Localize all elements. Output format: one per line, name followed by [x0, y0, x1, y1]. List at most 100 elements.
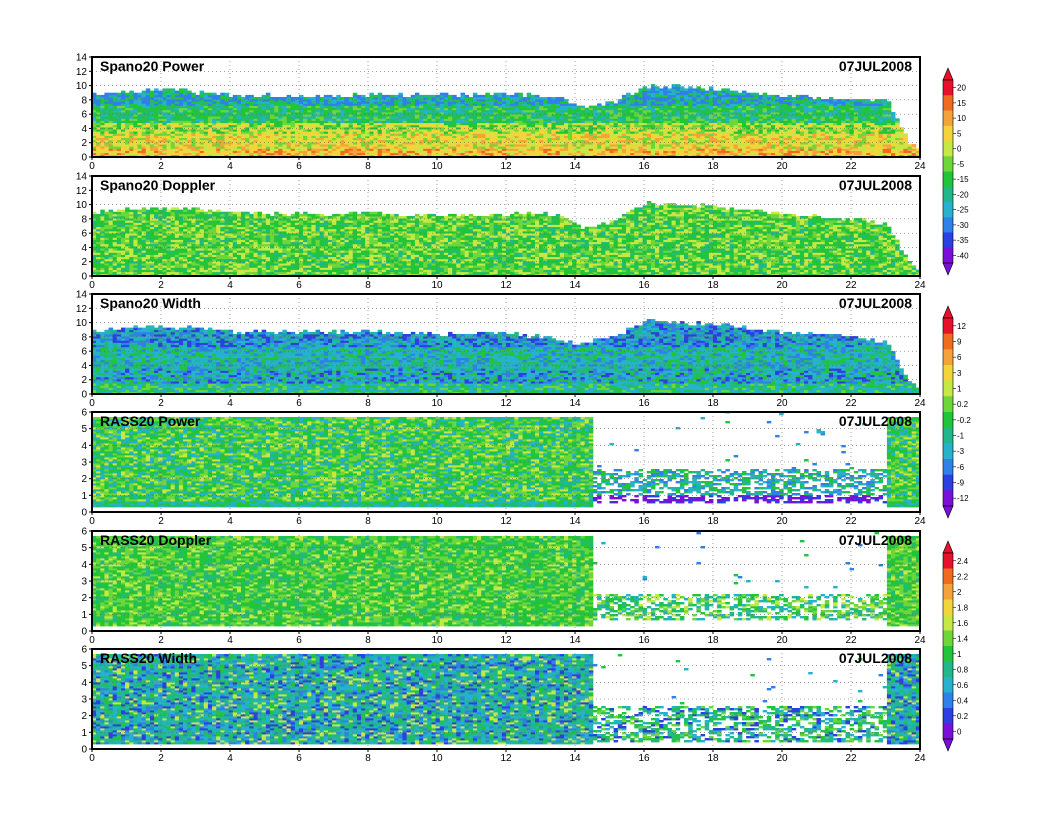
heatmap-cell [290, 135, 296, 139]
heatmap-cell [452, 131, 457, 134]
heatmap-cell [423, 107, 428, 111]
heatmap-cell [779, 107, 784, 111]
heatmap-cell [539, 120, 544, 124]
heatmap-cell [344, 139, 349, 143]
heatmap-cell [265, 109, 271, 113]
heatmap-cell [344, 103, 349, 106]
heatmap-cell [597, 139, 602, 143]
heatmap-cell [100, 148, 105, 151]
heatmap-cell [183, 122, 188, 126]
heatmap-cell [452, 120, 457, 124]
heatmap-cell [236, 148, 242, 151]
heatmap-cell [228, 139, 234, 143]
heatmap-cell [92, 146, 97, 149]
heatmap-cell [485, 152, 490, 156]
heatmap-cell [708, 116, 714, 119]
heatmap-cell [497, 154, 503, 157]
heatmap-cell [646, 129, 652, 132]
heatmap-cell [419, 94, 424, 98]
heatmap-cell [766, 94, 772, 98]
heatmap-cell [402, 116, 407, 119]
heatmap-cell [713, 90, 718, 94]
heatmap-cell [456, 112, 461, 115]
heatmap-cell [588, 112, 594, 115]
heatmap-cell [402, 133, 407, 136]
heatmap-cell [671, 146, 677, 149]
heatmap-cell [278, 99, 283, 102]
heatmap-cell [166, 142, 171, 145]
heatmap-cell [257, 105, 263, 109]
heatmap-cell [183, 92, 188, 96]
heatmap-cell [207, 114, 213, 117]
heatmap-cell [170, 154, 176, 157]
heatmap-cell [472, 152, 478, 156]
heatmap-cell [328, 154, 333, 157]
heatmap-cell [116, 144, 122, 147]
heatmap-cell [315, 148, 321, 151]
heatmap-cell [696, 92, 701, 96]
heatmap-cell [92, 133, 97, 136]
heatmap-cell [543, 142, 548, 145]
heatmap-cell [766, 152, 772, 156]
heatmap-cell [510, 150, 515, 154]
heatmap-cell [700, 107, 706, 111]
heatmap-cell [708, 148, 714, 151]
heatmap-cell [199, 116, 205, 119]
heatmap-cell [361, 133, 366, 136]
heatmap-cell [646, 118, 652, 121]
heatmap-cell [439, 114, 445, 117]
heatmap-cell [725, 118, 730, 121]
heatmap-cell [323, 107, 329, 111]
heatmap-cell [526, 97, 532, 100]
heatmap-cell [162, 109, 167, 113]
heatmap-cell [178, 114, 184, 117]
heatmap-cell [584, 116, 590, 119]
heatmap-cell [439, 148, 445, 151]
heatmap-cell [530, 135, 536, 139]
heatmap-cell [348, 135, 354, 139]
heatmap-cell [191, 97, 196, 100]
heatmap-cell [373, 127, 378, 130]
heatmap-cell [228, 135, 234, 139]
heatmap-cell [112, 118, 118, 121]
heatmap-cell [584, 127, 590, 130]
heatmap-cell [100, 124, 105, 128]
heatmap-cell [584, 146, 590, 149]
heatmap-cell [104, 137, 109, 141]
heatmap-cell [187, 101, 192, 104]
heatmap-cell [758, 107, 763, 111]
heatmap-cell [506, 142, 511, 145]
heatmap-cell [154, 92, 159, 96]
heatmap-cell [580, 148, 585, 151]
heatmap-cell [439, 122, 445, 126]
heatmap-cell [377, 146, 383, 149]
heatmap-cell [477, 144, 482, 147]
heatmap-cell [742, 114, 747, 117]
heatmap-cell [373, 109, 378, 113]
heatmap-cell [650, 105, 656, 109]
heatmap-cell [381, 112, 387, 115]
heatmap-cell [373, 131, 378, 134]
heatmap-cell [187, 97, 192, 100]
heatmap-cell [307, 154, 312, 157]
heatmap-cell [613, 148, 619, 151]
heatmap-cell [518, 105, 523, 109]
heatmap-cell [369, 131, 374, 134]
heatmap-cell [170, 107, 176, 111]
heatmap-cell [220, 103, 225, 106]
heatmap-cell [145, 152, 151, 156]
heatmap-cell [572, 150, 577, 154]
heatmap-cell [207, 127, 213, 130]
heatmap-cell [174, 107, 180, 111]
heatmap-cell [634, 112, 639, 115]
heatmap-cell [394, 120, 399, 124]
heatmap-cell [655, 127, 660, 130]
heatmap-cell [133, 99, 138, 102]
heatmap-cell [207, 116, 213, 119]
heatmap-cell [290, 154, 296, 157]
heatmap-cell [613, 152, 619, 156]
heatmap-cell [100, 131, 105, 134]
heatmap-cell [319, 129, 325, 132]
heatmap-cell [679, 150, 685, 154]
heatmap-cell [232, 133, 238, 136]
